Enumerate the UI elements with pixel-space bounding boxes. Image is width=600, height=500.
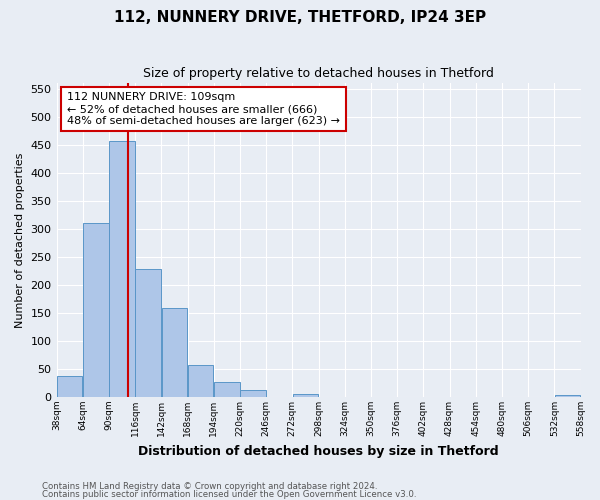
Text: 112 NUNNERY DRIVE: 109sqm
← 52% of detached houses are smaller (666)
48% of semi: 112 NUNNERY DRIVE: 109sqm ← 52% of detac…	[67, 92, 340, 126]
Bar	[240, 390, 266, 397]
X-axis label: Distribution of detached houses by size in Thetford: Distribution of detached houses by size …	[138, 444, 499, 458]
Text: Contains public sector information licensed under the Open Government Licence v3: Contains public sector information licen…	[42, 490, 416, 499]
Bar	[136, 269, 161, 397]
Title: Size of property relative to detached houses in Thetford: Size of property relative to detached ho…	[143, 68, 494, 80]
Bar	[57, 376, 82, 397]
Bar	[109, 141, 135, 397]
Bar	[83, 223, 109, 397]
Text: Contains HM Land Registry data © Crown copyright and database right 2024.: Contains HM Land Registry data © Crown c…	[42, 482, 377, 491]
Bar	[293, 394, 318, 397]
Text: 112, NUNNERY DRIVE, THETFORD, IP24 3EP: 112, NUNNERY DRIVE, THETFORD, IP24 3EP	[114, 10, 486, 25]
Y-axis label: Number of detached properties: Number of detached properties	[15, 152, 25, 328]
Bar	[188, 365, 214, 397]
Bar	[214, 382, 239, 397]
Bar	[161, 308, 187, 397]
Bar	[554, 395, 580, 397]
